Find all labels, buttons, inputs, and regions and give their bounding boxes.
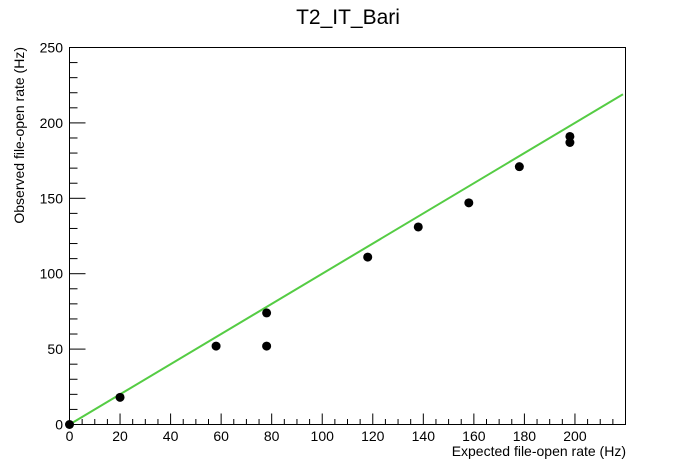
y-axis-ticks: 0 50 100 150 200 250 [40, 40, 86, 433]
data-point [262, 341, 272, 351]
x-tick-label: 40 [163, 428, 179, 444]
x-tick-label: 200 [563, 428, 587, 444]
y-tick-label: 100 [40, 266, 64, 282]
y-tick-label: 150 [40, 190, 64, 206]
data-point [262, 308, 272, 318]
data-point [211, 341, 221, 351]
x-tick-label: 160 [462, 428, 486, 444]
x-tick-label: 80 [264, 428, 280, 444]
fit-line [68, 93, 624, 426]
x-tick-label: 140 [412, 428, 436, 444]
data-point [565, 138, 575, 148]
data-point [514, 162, 524, 172]
chart-title: T2_IT_Bari [296, 6, 400, 29]
data-point [65, 420, 74, 429]
x-tick-label: 120 [361, 428, 385, 444]
x-tick-label: 0 [66, 428, 74, 444]
y-tick-label: 250 [40, 40, 64, 56]
y-tick-label: 0 [55, 417, 63, 433]
x-tick-label: 20 [112, 428, 128, 444]
data-point [464, 198, 474, 208]
data-point [363, 252, 373, 262]
y-tick-label: 200 [40, 115, 64, 131]
x-tick-label: 60 [213, 428, 229, 444]
y-tick-label: 50 [47, 341, 63, 357]
x-tick-label: 100 [311, 428, 335, 444]
y-axis-label: Observed file-open rate (Hz) [11, 47, 27, 224]
series-layer [65, 93, 624, 429]
x-axis-label: Expected file-open rate (Hz) [452, 443, 626, 459]
data-point [413, 222, 423, 232]
data-point [115, 392, 125, 402]
x-axis-ticks: 0 20 40 60 80 100 120 140 160 180 200 [66, 413, 614, 444]
x-tick-label: 180 [513, 428, 537, 444]
